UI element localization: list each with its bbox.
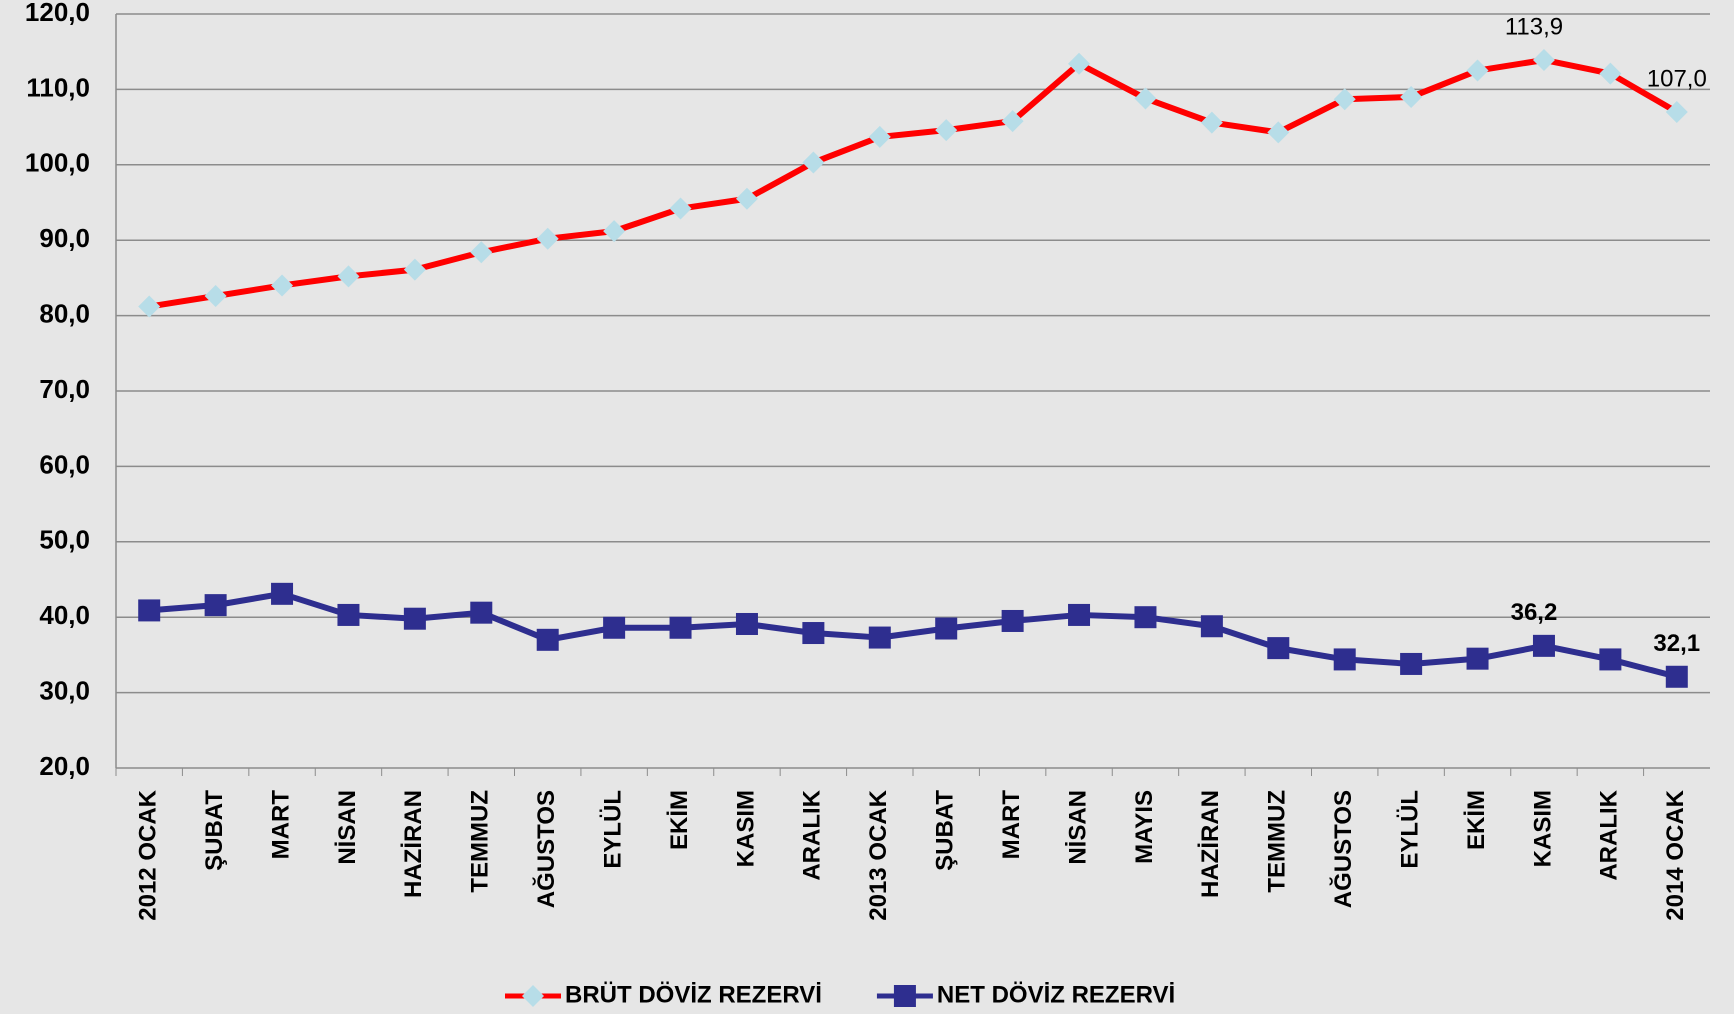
point — [935, 119, 958, 142]
point — [204, 594, 227, 617]
point — [669, 197, 692, 220]
x-tick-label: ŞUBAT — [932, 790, 959, 871]
point — [1267, 637, 1290, 660]
x-tick-label: MAYIS — [1131, 790, 1158, 864]
data-label: 36,2 — [1511, 599, 1558, 626]
point — [1001, 110, 1024, 133]
x-tick-label: ARALIK — [1596, 789, 1623, 880]
point — [1068, 603, 1091, 626]
y-tick-label: 60,0 — [39, 449, 90, 479]
point — [337, 265, 360, 288]
point — [802, 151, 825, 174]
y-tick-label: 120,0 — [25, 0, 90, 27]
point — [403, 258, 426, 281]
legend-item: NET DÖVİZ REZERVİ — [876, 981, 1175, 1008]
legend-label: NET DÖVİZ REZERVİ — [937, 981, 1175, 1008]
point — [1001, 609, 1024, 632]
point — [138, 295, 161, 318]
legend-marker — [522, 985, 544, 1007]
point — [536, 628, 559, 651]
point — [271, 274, 294, 297]
point — [1466, 647, 1489, 670]
data-label: 32,1 — [1653, 630, 1700, 657]
point — [1532, 634, 1555, 657]
point — [1333, 88, 1356, 111]
point — [1665, 665, 1688, 688]
x-tick-label: MART — [267, 790, 294, 860]
point — [669, 616, 692, 639]
x-tick-label: ARALIK — [799, 789, 826, 880]
point — [1267, 121, 1290, 144]
point — [1333, 648, 1356, 671]
point — [935, 617, 958, 640]
series-line — [148, 590, 1678, 680]
y-tick-label: 100,0 — [25, 148, 90, 178]
y-tick-label: 40,0 — [39, 600, 90, 630]
y-tick-label: 90,0 — [39, 223, 90, 253]
x-tick-label: NİSAN — [1064, 790, 1091, 865]
point — [138, 599, 161, 622]
point — [1200, 111, 1223, 134]
legend-label: BRÜT DÖVİZ REZERVİ — [565, 981, 822, 1008]
x-tick-label: TEMMUZ — [467, 790, 494, 893]
y-tick-label: 70,0 — [39, 374, 90, 404]
point — [1400, 85, 1423, 108]
x-tick-label: MART — [998, 790, 1025, 860]
x-tick-label: EKİM — [1463, 790, 1490, 850]
point — [470, 241, 493, 264]
x-tick-label: AĞUSTOS — [1329, 790, 1357, 908]
point — [536, 227, 559, 250]
x-tick-label: EKİM — [666, 790, 693, 850]
x-tick-label: EYLÜL — [1396, 790, 1423, 869]
x-tick-label: TEMMUZ — [1264, 790, 1291, 893]
legend-item: BRÜT DÖVİZ REZERVİ — [505, 981, 822, 1008]
x-tick-label: KASIM — [732, 790, 759, 867]
x-tick-label: ŞUBAT — [201, 790, 228, 871]
point — [470, 601, 493, 624]
point — [1599, 62, 1622, 85]
point — [1665, 101, 1688, 124]
point — [403, 607, 426, 630]
point — [802, 622, 825, 645]
point — [603, 220, 626, 243]
point — [204, 284, 227, 307]
data-label: 113,9 — [1505, 13, 1563, 40]
point — [603, 616, 626, 639]
x-tick-label: 2012 OCAK — [135, 789, 162, 920]
point — [1200, 615, 1223, 638]
x-tick-label: NİSAN — [334, 790, 361, 865]
y-tick-label: 110,0 — [26, 72, 90, 102]
y-tick-label: 80,0 — [39, 298, 90, 328]
point — [337, 603, 360, 626]
y-tick-label: 20,0 — [39, 751, 90, 781]
x-tick-label: AĞUSTOS — [532, 790, 560, 908]
point — [1068, 52, 1091, 75]
point — [271, 582, 294, 605]
point — [868, 626, 891, 649]
x-tick-label: HAZİRAN — [400, 790, 427, 898]
point — [735, 187, 758, 210]
point — [868, 125, 891, 148]
y-tick-label: 30,0 — [39, 675, 90, 705]
point — [1400, 652, 1423, 675]
x-tick-label: KASIM — [1529, 790, 1556, 867]
point — [1134, 606, 1157, 629]
series-line — [148, 56, 1679, 310]
point — [1134, 87, 1157, 110]
point — [735, 612, 758, 635]
y-tick-label: 50,0 — [39, 525, 90, 555]
legend-marker — [893, 985, 916, 1007]
x-tick-label: 2013 OCAK — [865, 789, 892, 920]
point — [1599, 648, 1622, 671]
point — [1466, 59, 1489, 82]
point — [1532, 48, 1555, 71]
data-label: 107,0 — [1647, 65, 1707, 92]
x-tick-label: EYLÜL — [599, 790, 626, 869]
x-tick-label: HAZİRAN — [1197, 790, 1224, 898]
x-tick-label: 2014 OCAK — [1662, 789, 1689, 920]
